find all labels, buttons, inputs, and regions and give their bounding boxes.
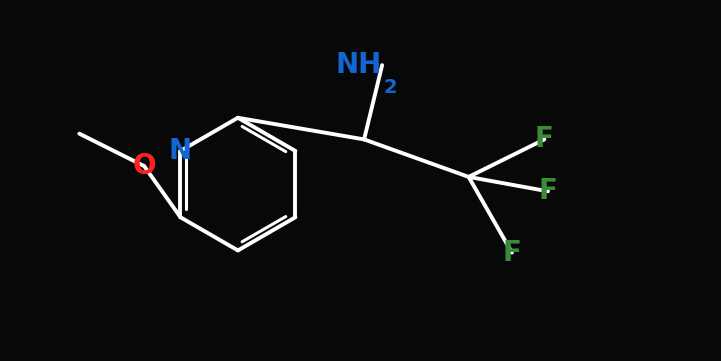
Text: F: F [539, 177, 557, 205]
Text: F: F [503, 239, 521, 267]
Text: 2: 2 [384, 78, 397, 97]
Text: O: O [133, 152, 156, 180]
Text: N: N [169, 137, 192, 165]
Text: F: F [535, 125, 554, 153]
Text: NH: NH [336, 51, 382, 79]
